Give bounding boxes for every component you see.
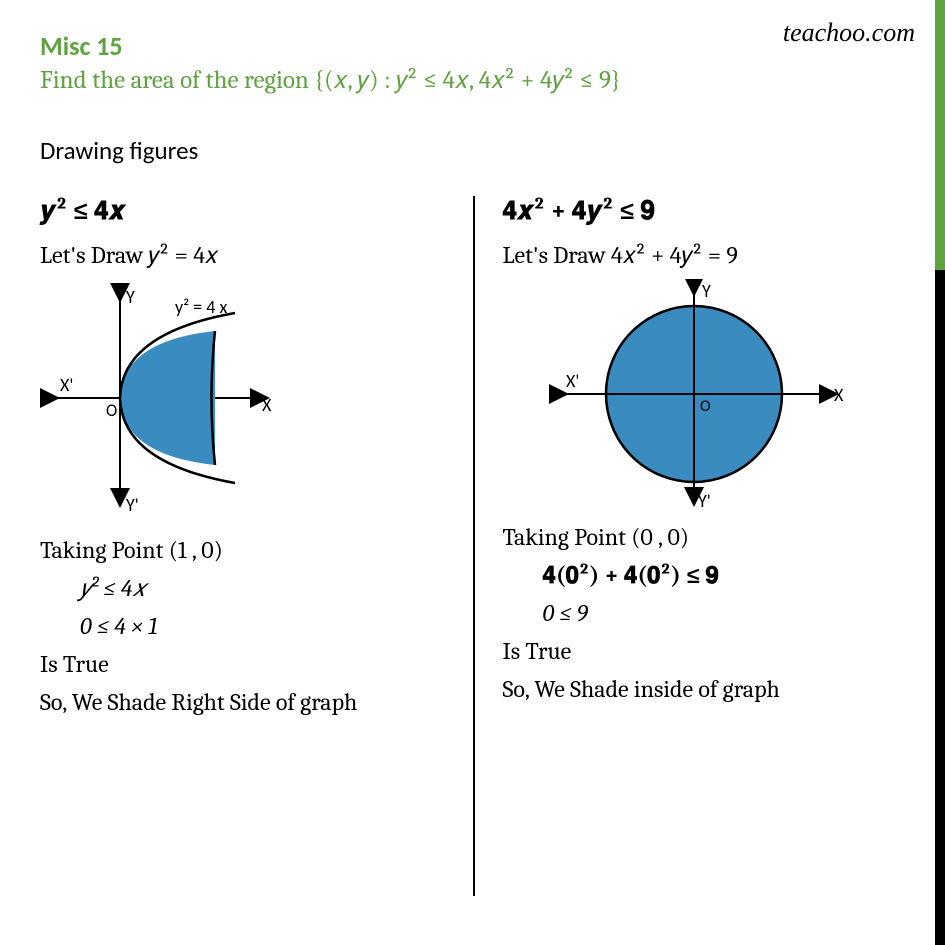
right-draw-text: Let's Draw 4𝑥² + 4𝑦² = 9 [503,241,886,269]
svg-text:X': X' [566,370,579,392]
drawing-heading: Drawing figures [40,135,905,166]
side-accent-black [935,270,945,945]
left-taking-point: Taking Point (1 , 0) [40,536,453,564]
svg-text:O: O [700,397,711,416]
svg-text:X': X' [60,374,73,396]
left-draw-text: Let's Draw 𝑦² = 4𝑥 [40,241,453,269]
right-inequality-heading: 𝟒𝒙² + 𝟒𝒚² ≤ 𝟗 [503,196,886,227]
right-column: 𝟒𝒙² + 𝟒𝒚² ≤ 𝟗 Let's Draw 4𝑥² + 4𝑦² = 9 [473,196,906,726]
right-taking-point: Taking Point (0 , 0) [503,523,886,551]
left-column: 𝒚² ≤ 𝟒𝒙 Let's Draw 𝑦² = 4𝑥 [40,196,473,726]
left-conclusion: So, We Shade Right Side of graph [40,688,453,716]
svg-text:Y': Y' [126,494,139,513]
problem-question: Find the area of the region {(𝑥, 𝑦) : 𝑦²… [40,66,905,95]
svg-text:Y: Y [126,286,135,308]
svg-text:Y': Y' [698,490,711,509]
problem-title: Misc 15 [40,30,905,62]
circle-figure: Y Y' X X' O [503,279,886,509]
right-conclusion: So, We Shade inside of graph [503,675,886,703]
two-column-layout: 𝒚² ≤ 𝟒𝒙 Let's Draw 𝑦² = 4𝑥 [40,196,905,726]
svg-text:O: O [106,400,117,421]
svg-text:Y: Y [702,280,711,302]
svg-text:X: X [834,384,844,406]
svg-text:y² = 4 x: y² = 4 x [175,296,227,318]
left-step2: 0 ≤ 4 × 1 [80,612,453,640]
column-divider [473,196,475,896]
left-is-true: Is True [40,650,453,678]
right-step1: 𝟒(𝟎²) + 𝟒(𝟎²) ≤ 𝟗 [543,561,886,589]
svg-text:X: X [262,394,272,416]
parabola-figure: Y Y' X X' O y² = 4 x [40,283,453,518]
side-accent-green [935,0,945,270]
page-content: Misc 15 Find the area of the region {(𝑥,… [0,0,945,726]
watermark: teachoo.com [783,18,915,48]
right-step2: 0 ≤ 9 [543,599,886,627]
right-is-true: Is True [503,637,886,665]
left-step1: 𝑦² ≤ 4𝑥 [80,574,453,602]
left-inequality-heading: 𝒚² ≤ 𝟒𝒙 [40,196,453,227]
